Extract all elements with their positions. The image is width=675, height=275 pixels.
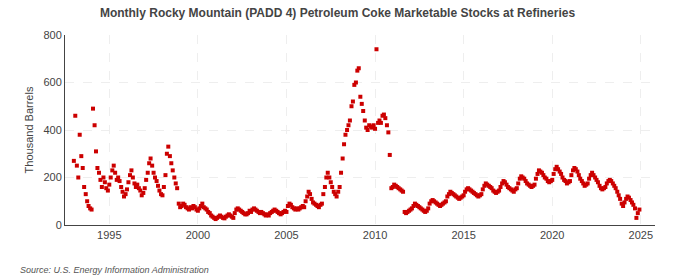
svg-text:Source: U.S. Energy Informatio: Source: U.S. Energy Information Administ… [20,265,209,275]
svg-text:2000: 2000 [186,229,210,241]
svg-text:600: 600 [43,76,61,88]
svg-text:2010: 2010 [363,229,387,241]
svg-text:Monthly Rocky Mountain (PADD 4: Monthly Rocky Mountain (PADD 4) Petroleu… [100,6,576,20]
svg-text:2015: 2015 [451,229,475,241]
svg-text:2025: 2025 [629,229,653,241]
svg-text:1995: 1995 [97,229,121,241]
svg-text:400: 400 [43,124,61,136]
svg-text:0: 0 [56,219,62,231]
svg-text:800: 800 [43,29,61,41]
svg-text:2020: 2020 [540,229,564,241]
svg-text:2005: 2005 [274,229,298,241]
svg-text:200: 200 [43,171,61,183]
svg-text:Thousand Barrels: Thousand Barrels [23,86,35,173]
